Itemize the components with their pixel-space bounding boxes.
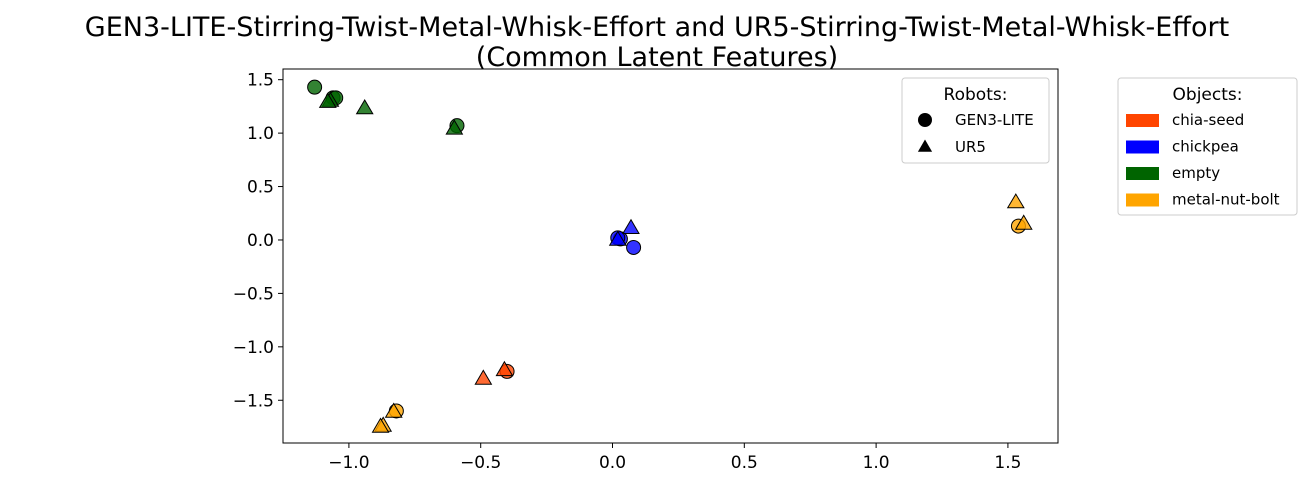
y-tick-label: −0.5 xyxy=(233,284,274,304)
x-tick-label: 1.5 xyxy=(994,453,1021,473)
robot-legend-label: GEN3-LITE xyxy=(955,111,1034,129)
data-point-chia-seed xyxy=(474,369,493,385)
data-point-empty xyxy=(307,79,323,95)
chart-title: GEN3-LITE-Stirring-Twist-Metal-Whisk-Eff… xyxy=(85,12,1229,43)
object-legend-label: chia-seed xyxy=(1172,111,1244,129)
data-point-chickpea xyxy=(608,230,627,246)
data-point-metal-nut-bolt xyxy=(371,417,390,433)
robot-legend-label: UR5 xyxy=(955,138,986,156)
data-points xyxy=(307,79,1033,433)
data-point-chia-seed xyxy=(495,360,514,377)
data-point-chickpea xyxy=(622,218,640,234)
x-tick-label: 1.0 xyxy=(863,453,890,473)
x-tick-label: −0.5 xyxy=(460,453,501,473)
data-point-metal-nut-bolt xyxy=(1006,193,1025,209)
data-point-empty xyxy=(355,99,374,115)
object-legend-label: empty xyxy=(1172,164,1220,182)
robot-legend-marker-ur5 xyxy=(917,139,933,152)
object-legend-label: metal-nut-bolt xyxy=(1172,191,1280,209)
data-point-metal-nut-bolt xyxy=(1014,214,1033,230)
data-point-empty xyxy=(318,92,337,108)
x-tick-label: 0.0 xyxy=(599,453,626,473)
object-legend-swatch xyxy=(1126,193,1159,207)
objects-legend: Objects: chia-seed chickpea empty metal-nut… xyxy=(1117,77,1298,216)
data-point-empty xyxy=(445,119,464,135)
chart-subtitle: (Common Latent Features) xyxy=(476,42,838,73)
y-tick-label: 1.0 xyxy=(247,124,274,144)
data-point-metal-nut-bolt xyxy=(384,402,403,418)
y-tick-label: −1.0 xyxy=(233,338,274,358)
x-tick-label: −1.0 xyxy=(328,453,369,473)
objects-legend-title: Objects: xyxy=(1173,85,1243,105)
object-legend-swatch xyxy=(1126,140,1159,154)
y-axis: 1.5 1.0 0.5 0.0 −0.5 −1.0 −1.5 xyxy=(233,71,283,411)
x-axis: −1.0 −0.5 0.0 0.5 1.0 1.5 xyxy=(328,443,1021,473)
robot-legend-marker-gen3-lite xyxy=(918,113,932,127)
robots-legend: Robots: GEN3-LITE UR5 xyxy=(901,77,1050,164)
object-legend-swatch xyxy=(1126,114,1159,127)
data-point-chickpea xyxy=(626,239,642,255)
robots-legend-title: Robots: xyxy=(944,85,1008,105)
plot-area xyxy=(282,68,1059,444)
y-tick-label: −1.5 xyxy=(233,391,274,411)
y-tick-label: 1.5 xyxy=(247,71,274,91)
x-tick-label: 0.5 xyxy=(731,453,758,473)
y-tick-label: 0.0 xyxy=(247,231,274,251)
object-legend-swatch xyxy=(1126,167,1159,180)
y-tick-label: 0.5 xyxy=(247,178,274,198)
object-legend-label: chickpea xyxy=(1172,138,1239,156)
